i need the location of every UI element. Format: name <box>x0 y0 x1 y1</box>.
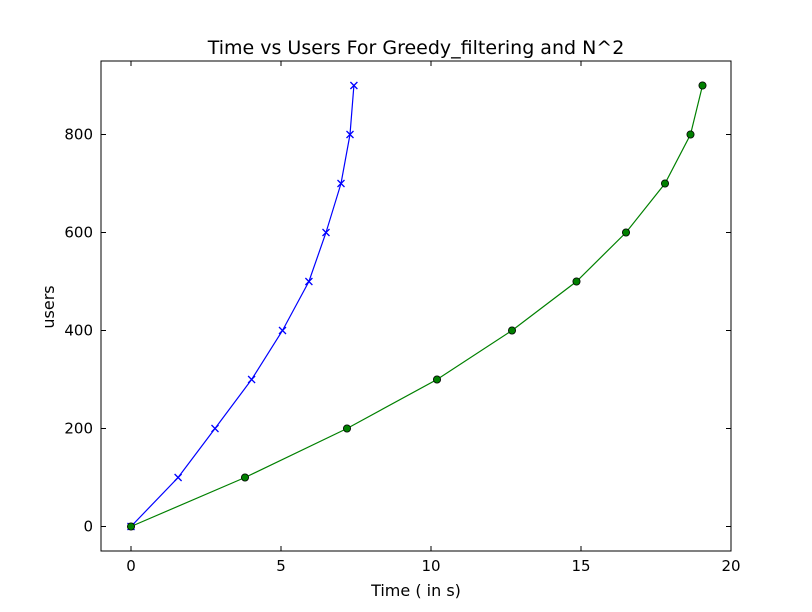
series-1-point <box>304 277 313 286</box>
chart-title: Time vs Users For Greedy_filtering and N… <box>207 37 625 59</box>
series-1-point <box>322 228 330 237</box>
y-tick-label: 800 <box>64 126 93 144</box>
plot-area <box>127 81 707 531</box>
series-2-point <box>240 473 249 482</box>
series-1-point <box>174 473 183 482</box>
y-tick-label: 600 <box>64 224 93 242</box>
series-2-point <box>127 522 136 531</box>
series-2-point <box>686 130 695 139</box>
x-tick-label: 5 <box>276 557 286 575</box>
series-1-point <box>337 179 345 188</box>
series-2-point <box>661 179 670 188</box>
series-1-point <box>346 130 354 139</box>
series-1-point <box>211 424 219 433</box>
series-2-line <box>130 85 704 528</box>
series-2-point <box>622 228 631 237</box>
series-2-point <box>572 277 581 286</box>
series-1-point <box>349 81 358 90</box>
series-2-point <box>698 81 707 90</box>
series-2-point <box>342 424 351 433</box>
x-tick-label: 15 <box>571 557 590 575</box>
x-tick-label: 10 <box>421 557 440 575</box>
series-1-line <box>130 85 355 527</box>
y-tick-label: 400 <box>64 322 93 340</box>
plot-frame <box>100 60 732 552</box>
series-2-point <box>507 326 516 335</box>
series-1-point <box>247 375 256 384</box>
y-axis-label: users <box>39 285 58 328</box>
series-2-point <box>432 375 441 384</box>
x-tick-label: 0 <box>126 557 136 575</box>
y-tick-label: 0 <box>83 518 93 536</box>
series-1-point <box>278 326 287 335</box>
y-tick-label: 200 <box>64 420 93 438</box>
x-axis-label: Time ( in s) <box>370 581 461 600</box>
x-tick-label: 20 <box>721 557 740 575</box>
